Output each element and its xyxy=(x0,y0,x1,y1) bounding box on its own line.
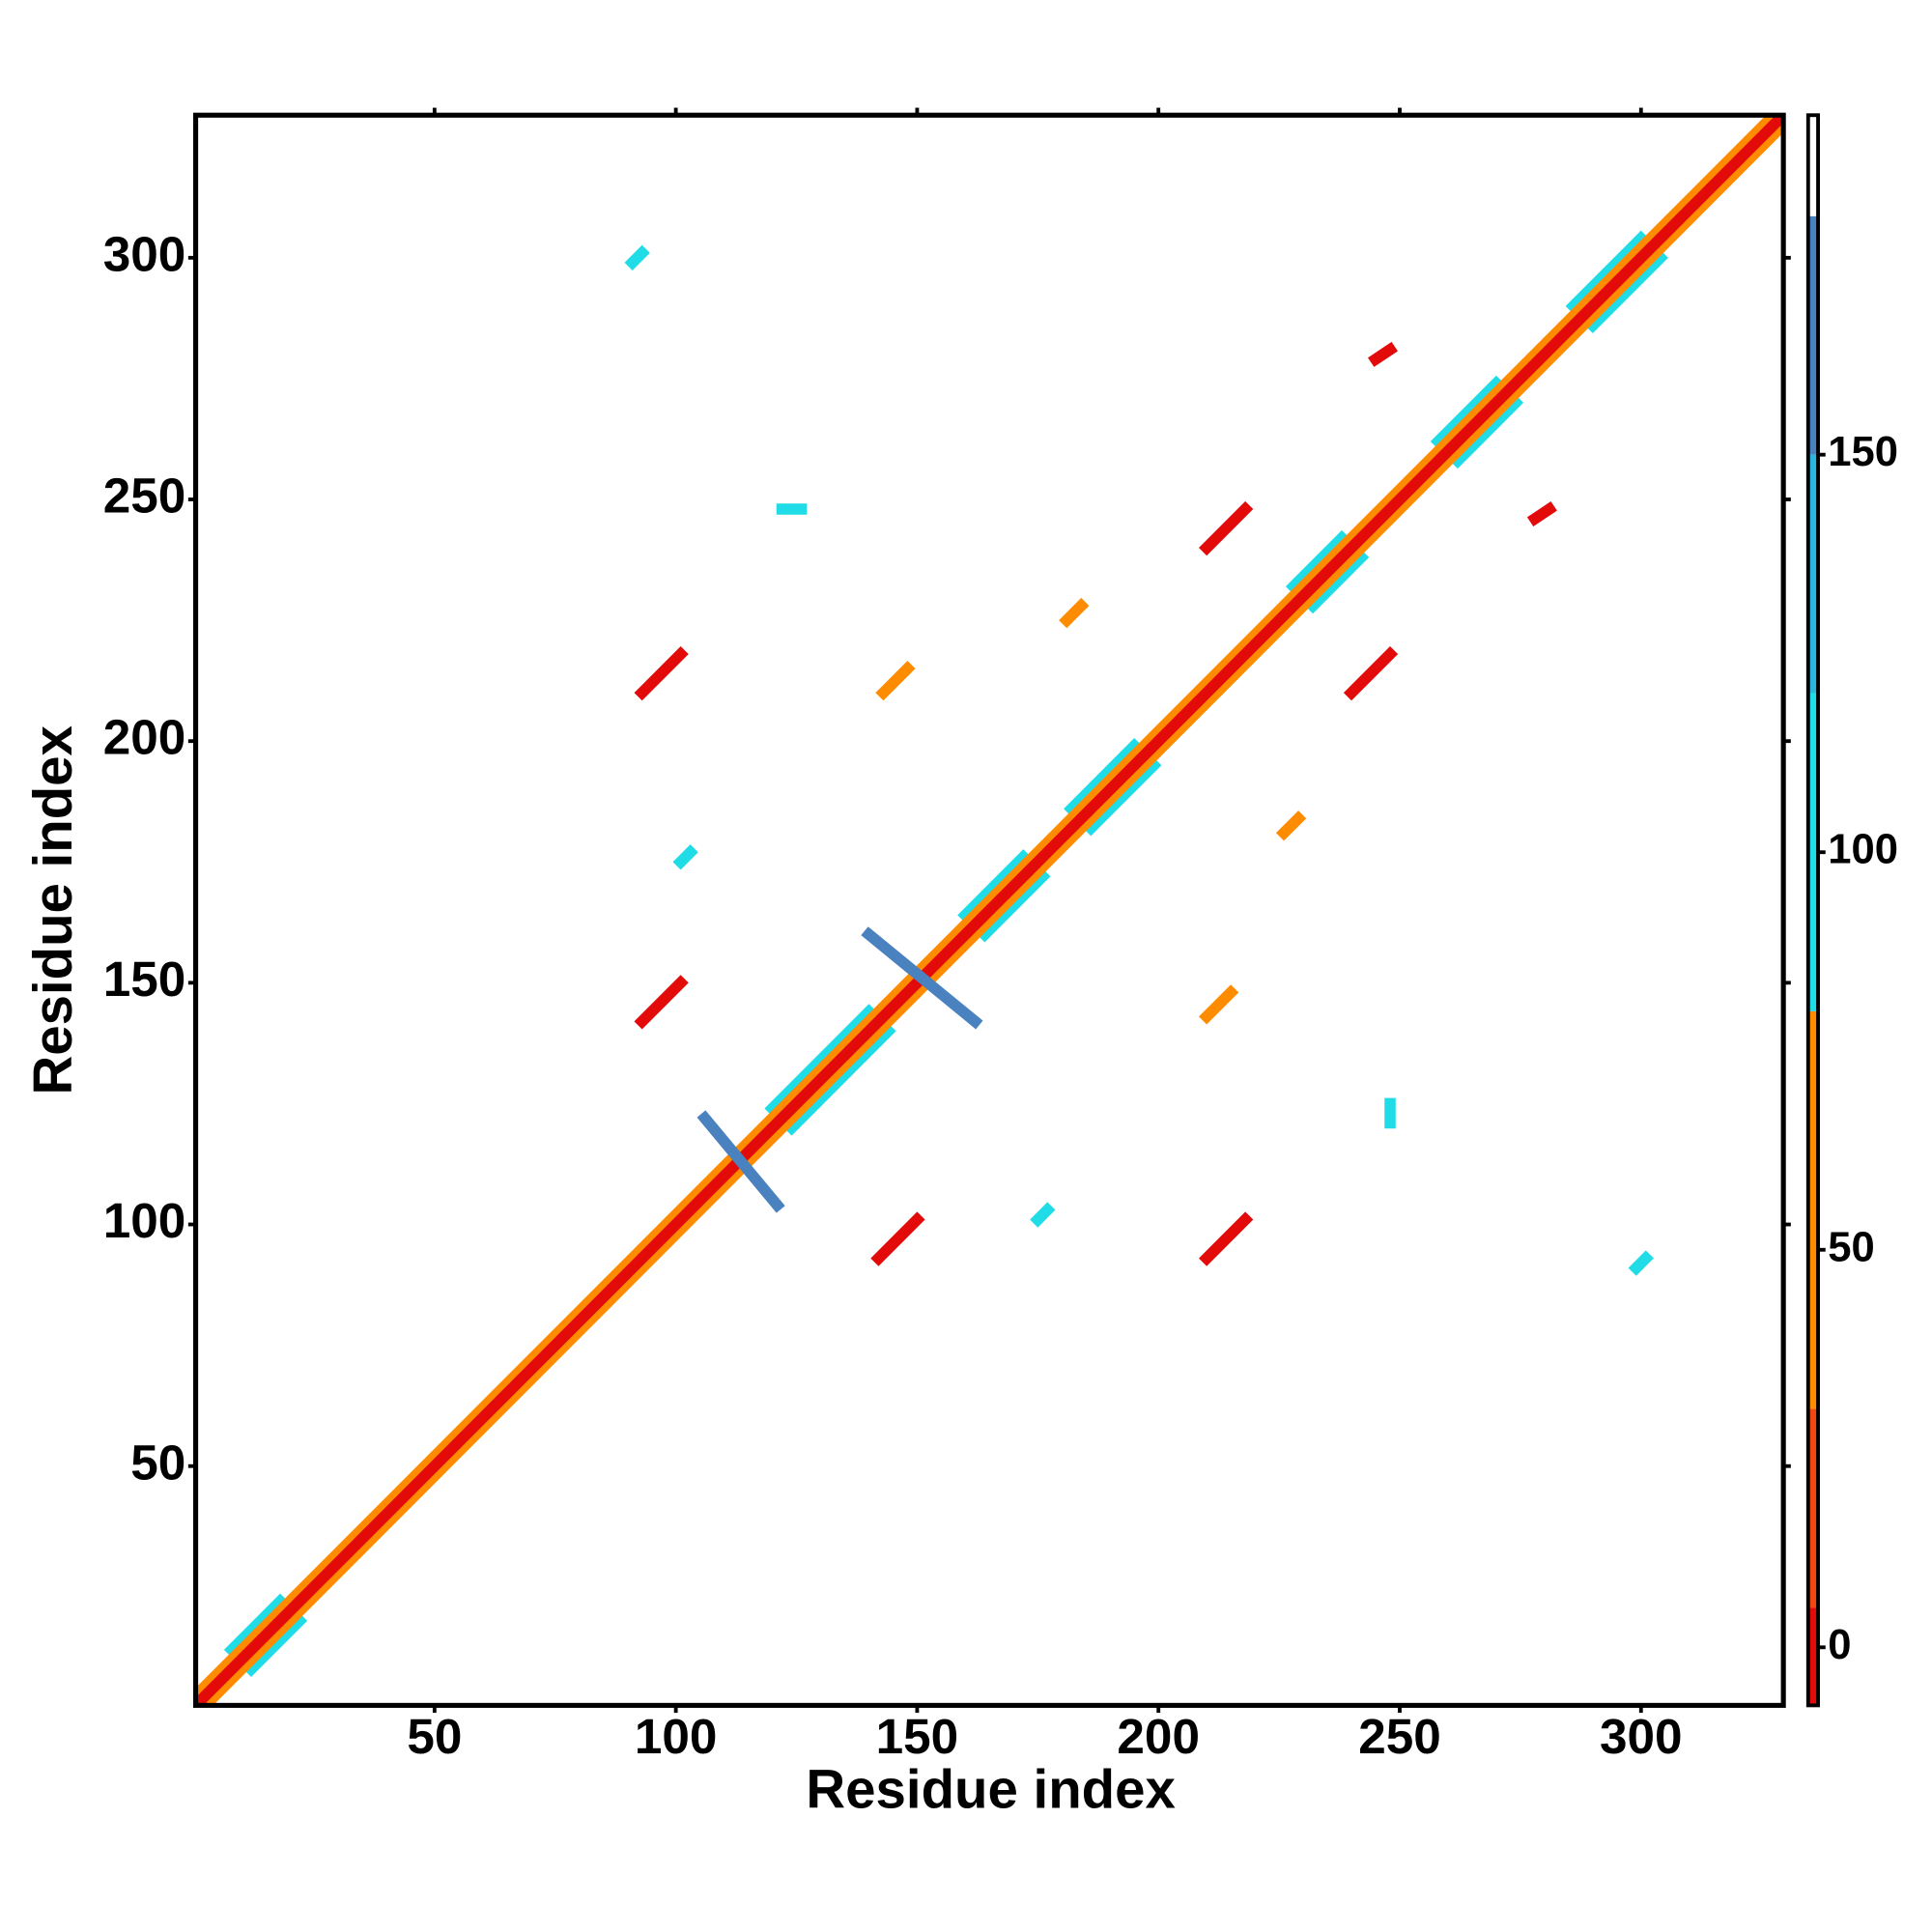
colorbar-frame xyxy=(1805,113,1820,1708)
contact xyxy=(1199,500,1254,556)
colorbar-tick-label: 50 xyxy=(1828,1224,1874,1270)
x-tick-label: 300 xyxy=(1600,1709,1683,1764)
plot-frame xyxy=(193,112,1786,1708)
contact xyxy=(1368,341,1399,367)
contact xyxy=(1199,1211,1254,1266)
contact xyxy=(634,645,689,701)
contact xyxy=(195,115,1784,1706)
colorbar-band xyxy=(1807,693,1819,1011)
contact xyxy=(861,926,983,1030)
colorbar-tick-label: 0 xyxy=(1828,1622,1851,1668)
y-tick-label: 300 xyxy=(103,226,186,281)
colorbar-band xyxy=(1807,215,1819,455)
contact xyxy=(1526,501,1557,527)
x-tick-label: 50 xyxy=(407,1709,462,1764)
y-tick-label: 150 xyxy=(103,952,186,1007)
x-tick-label: 150 xyxy=(876,1709,959,1764)
colorbar-band xyxy=(1807,1010,1819,1409)
contact xyxy=(977,868,1051,943)
contact xyxy=(1030,1202,1056,1228)
contact xyxy=(1343,645,1399,701)
contact xyxy=(1064,738,1143,817)
y-tick-label: 100 xyxy=(103,1193,186,1248)
contact xyxy=(242,1612,308,1678)
y-tick-label: 250 xyxy=(103,469,186,524)
contact xyxy=(1584,249,1668,334)
colorbar xyxy=(1807,115,1819,1706)
colorbar-band xyxy=(1807,1607,1819,1706)
contact xyxy=(696,1110,785,1213)
contact xyxy=(1430,375,1505,450)
contact xyxy=(1565,230,1649,315)
contact xyxy=(957,849,1032,923)
contact xyxy=(870,1211,925,1266)
contact xyxy=(1275,810,1307,841)
contact xyxy=(1628,1250,1654,1276)
contact xyxy=(223,1593,289,1659)
colorbar-band xyxy=(1807,1408,1819,1608)
colorbar-band xyxy=(1807,115,1819,216)
contact xyxy=(783,1023,896,1136)
colorbar-tick-label: 150 xyxy=(1828,429,1898,475)
contact xyxy=(1285,529,1350,595)
x-tick-label: 200 xyxy=(1117,1709,1200,1764)
contact xyxy=(1304,549,1370,614)
contact xyxy=(199,119,1784,1706)
y-tick-label: 50 xyxy=(130,1435,185,1490)
contact xyxy=(1059,597,1090,629)
heatmap-area xyxy=(195,115,1784,1706)
y-tick-label: 200 xyxy=(103,710,186,765)
colorbar-band xyxy=(1807,454,1819,694)
x-tick-label: 250 xyxy=(1358,1709,1441,1764)
x-axis-label: Residue index xyxy=(806,1758,1175,1819)
colorbar-tick-label: 100 xyxy=(1828,827,1898,873)
y-axis-label: Residue index xyxy=(22,725,83,1094)
contact xyxy=(634,975,689,1030)
contact xyxy=(1449,394,1524,469)
x-tick-label: 100 xyxy=(635,1709,718,1764)
contact xyxy=(1083,757,1162,837)
contact xyxy=(672,844,698,870)
contact xyxy=(195,115,1779,1702)
contact xyxy=(764,1004,877,1117)
contact xyxy=(1199,984,1239,1025)
contact xyxy=(624,244,650,270)
contact xyxy=(875,660,916,701)
